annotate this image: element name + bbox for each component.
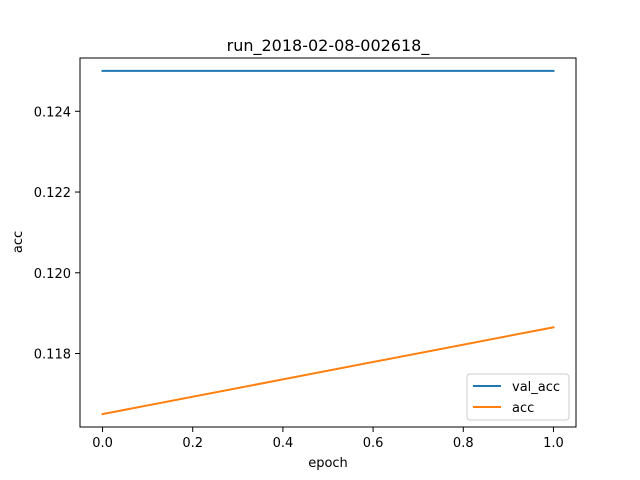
- y-tick-label: 0.122: [34, 186, 71, 201]
- x-axis-label: epoch: [308, 456, 348, 471]
- x-tick-label: 1.0: [543, 436, 564, 451]
- y-tick-label: 0.120: [34, 267, 71, 282]
- plot-area: [79, 57, 577, 428]
- x-tick-label: 0.0: [92, 436, 113, 451]
- y-tick-label: 0.124: [34, 105, 71, 120]
- x-tick-label: 0.4: [273, 436, 294, 451]
- plot-frame: [79, 57, 577, 428]
- legend-label-val-acc: val_acc: [512, 380, 560, 395]
- y-tick-label: 0.118: [34, 348, 71, 363]
- y-axis-label: acc: [11, 231, 26, 253]
- x-tick-label: 0.2: [182, 436, 203, 451]
- legend-label-acc: acc: [512, 401, 534, 416]
- x-tick-label: 0.8: [453, 436, 474, 451]
- series-line-acc: [101, 326, 555, 416]
- plot-background: [80, 58, 576, 427]
- x-axis: 0.0 0.2 0.4 0.6 0.8 1.0: [92, 427, 564, 451]
- y-axis: 0.118 0.120 0.122 0.124: [34, 105, 80, 363]
- chart-title: run_2018-02-08-002618_: [227, 36, 431, 56]
- x-tick-label: 0.6: [363, 436, 384, 451]
